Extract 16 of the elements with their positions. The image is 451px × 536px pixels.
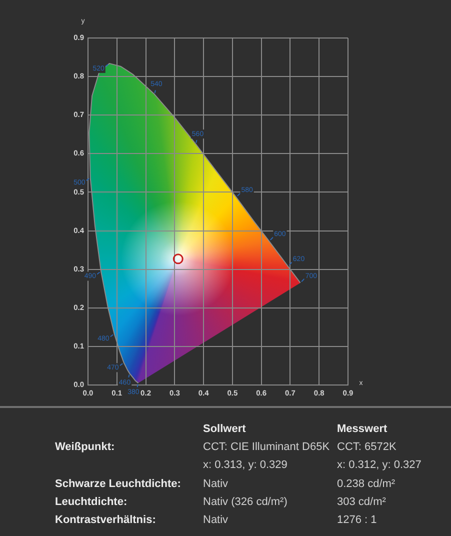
text: CCT: 6572K bbox=[337, 441, 396, 453]
category-label: Sollwert bbox=[203, 422, 246, 436]
category-label: Schwarze Leuchtdichte: bbox=[55, 478, 181, 490]
text: x: 0.313, y: 0.329 bbox=[203, 459, 288, 472]
category-label: Leuchtdichte: bbox=[55, 496, 128, 508]
text: Nativ bbox=[203, 514, 228, 526]
text: 0.238 cd/m² bbox=[337, 478, 396, 490]
text: x: 0.312, y: 0.327 bbox=[337, 459, 422, 472]
category-label: Kontrastverhältnis: bbox=[55, 514, 156, 526]
text: CCT: CIE Illuminant D65K bbox=[203, 441, 330, 453]
text: 1276 : 1 bbox=[337, 514, 377, 526]
category-label: Weißpunkt: bbox=[55, 441, 115, 453]
text: Nativ bbox=[203, 478, 228, 490]
text: 303 cd/m² bbox=[337, 496, 386, 508]
text: Nativ (326 cd/m²) bbox=[203, 496, 288, 508]
category-label: Messwert bbox=[337, 422, 388, 436]
